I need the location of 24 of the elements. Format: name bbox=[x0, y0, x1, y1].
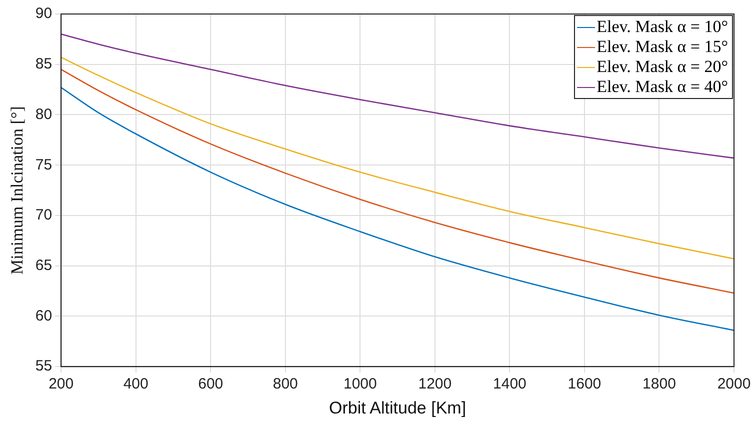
y-tick-label: 90 bbox=[35, 5, 52, 22]
x-tick-label: 600 bbox=[198, 376, 224, 393]
y-axis-title: Minimum Inlcination [°] bbox=[8, 106, 27, 274]
y-tick-label: 65 bbox=[35, 257, 52, 274]
x-tick-label: 1000 bbox=[343, 376, 377, 393]
legend-label: Elev. Mask α = 40° bbox=[596, 77, 728, 97]
x-tick-label: 1600 bbox=[568, 376, 602, 393]
x-tick-label: 1400 bbox=[493, 376, 526, 393]
y-tick-label: 85 bbox=[35, 56, 52, 73]
y-tick-label: 80 bbox=[35, 106, 52, 123]
y-tick-label: 60 bbox=[35, 307, 52, 324]
x-tick-label: 800 bbox=[272, 376, 298, 393]
x-tick-label: 1800 bbox=[642, 376, 676, 393]
legend-label: Elev. Mask α = 15° bbox=[596, 37, 728, 57]
y-tick-label: 75 bbox=[35, 156, 52, 174]
x-axis-title: Orbit Altitude [Km] bbox=[329, 398, 466, 418]
y-tick-label: 55 bbox=[35, 358, 52, 375]
legend-label: Elev. Mask α = 10° bbox=[596, 17, 728, 37]
x-tick-label: 1200 bbox=[418, 376, 452, 393]
x-tick-label: 200 bbox=[48, 376, 74, 393]
y-tick-label: 70 bbox=[35, 206, 52, 224]
x-tick-label: 400 bbox=[123, 376, 148, 393]
legend-label: Elev. Mask α = 20° bbox=[596, 57, 728, 77]
x-tick-label: 2000 bbox=[717, 376, 751, 393]
